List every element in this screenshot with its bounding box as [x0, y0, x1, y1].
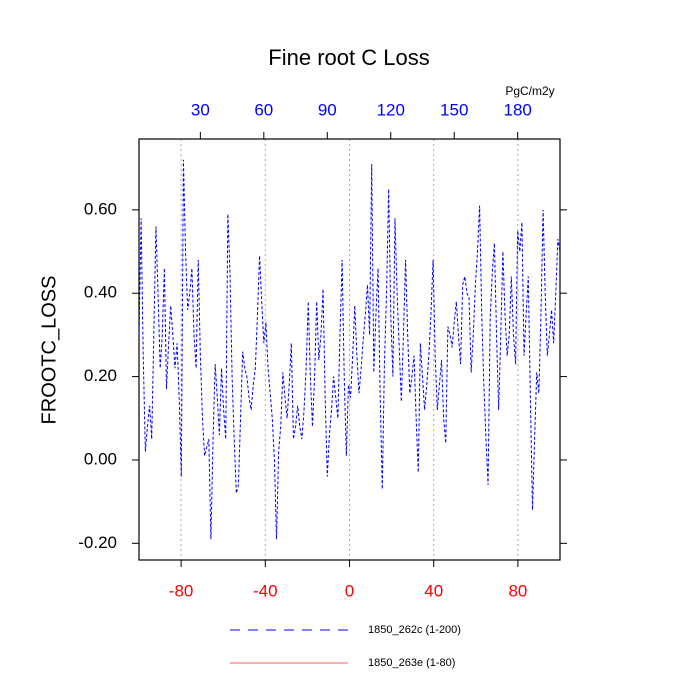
x-tick-label: -80	[169, 581, 194, 600]
data-line	[138, 159, 561, 540]
legend-label: 1850_263e (1-80)	[368, 657, 455, 669]
x-tick-label: -40	[253, 581, 278, 600]
x-tick-label: 40	[424, 581, 443, 600]
chart-title: Fine root C Loss	[268, 45, 429, 70]
y-tick-label: 0.20	[84, 366, 117, 385]
x2-tick-label: 150	[440, 100, 468, 119]
plot-frame	[138, 138, 561, 561]
y-tick-label: 0.60	[84, 199, 117, 218]
x2-tick-label: 60	[254, 100, 273, 119]
units-label: PgC/m2y	[505, 84, 554, 98]
x2-tick-label: 120	[377, 100, 405, 119]
y-axis-label: FROOTC_LOSS	[38, 276, 60, 425]
x2-tick-label: 90	[318, 100, 337, 119]
x-tick-label: 80	[508, 581, 527, 600]
y-tick-label: -0.20	[78, 533, 117, 552]
x2-tick-label: 180	[504, 100, 532, 119]
y-tick-label: 0.00	[84, 449, 117, 468]
x-tick-label: 0	[345, 581, 354, 600]
x2-tick-label: 30	[191, 100, 210, 119]
legend-label: 1850_262c (1-200)	[368, 624, 461, 636]
y-tick-label: 0.40	[84, 283, 117, 302]
